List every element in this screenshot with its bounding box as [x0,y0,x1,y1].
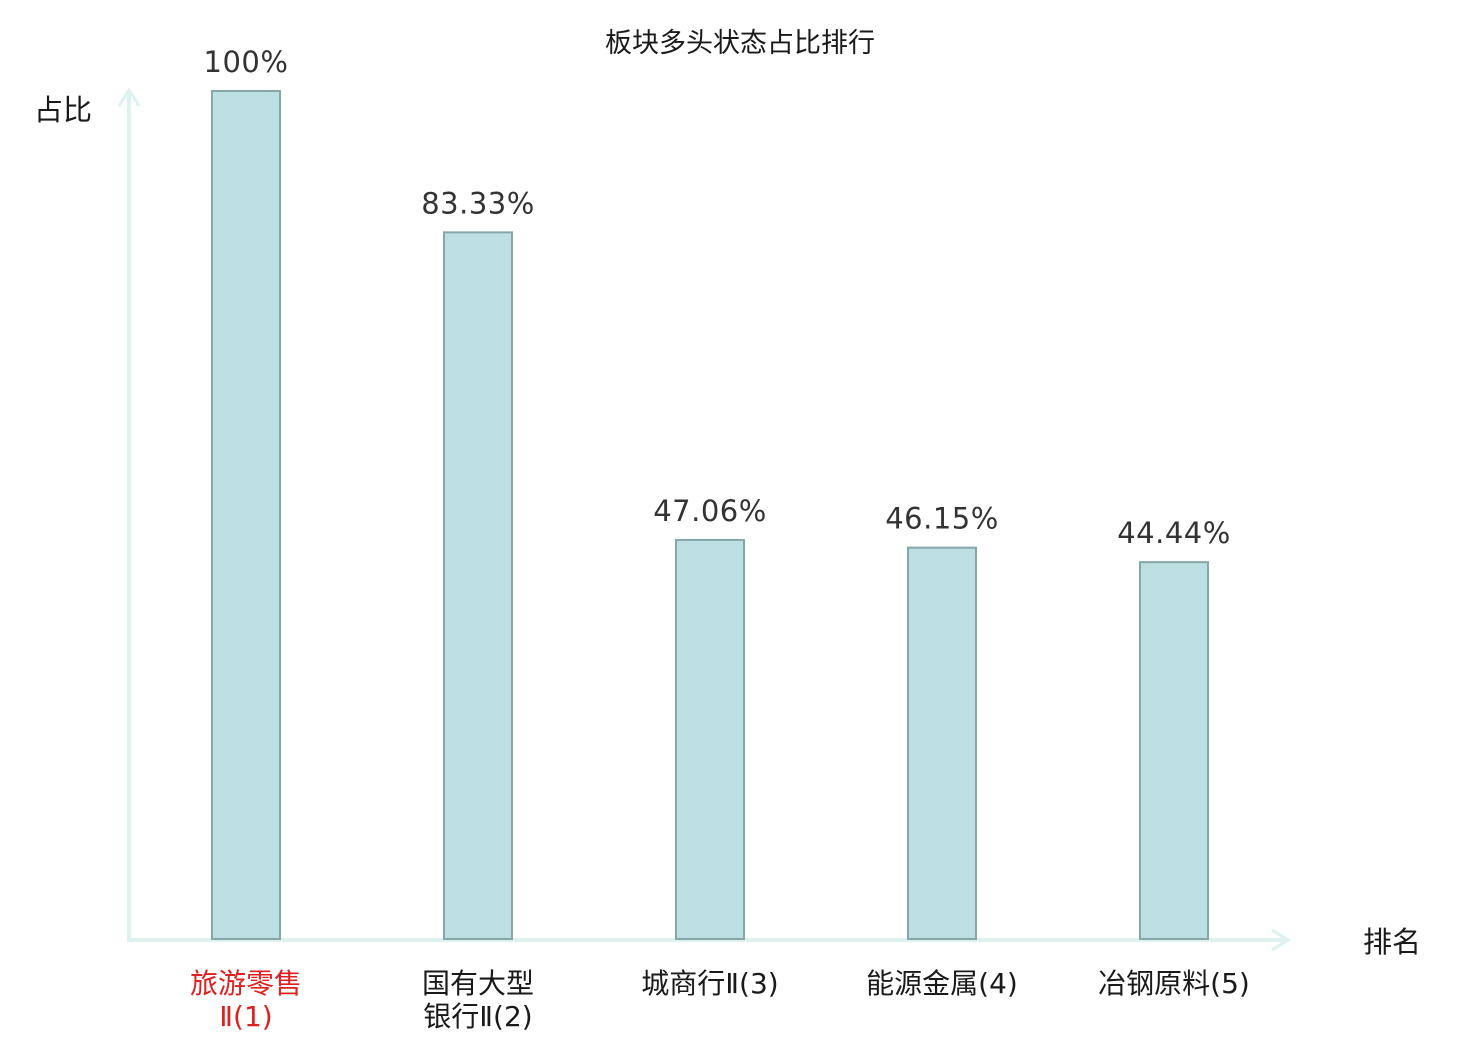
x-axis-arrow [1271,928,1291,952]
bar [1139,561,1209,940]
category-label-line: 冶钢原料(5) [1098,967,1250,1000]
bar [907,546,977,940]
bar [211,90,281,940]
value-labels-group: 100% 83.33% 47.06% 46.15% 44.44% [204,45,1231,550]
category-label-line: 银行Ⅱ(2) [423,1000,532,1033]
bars-group [211,90,1209,941]
x-axis [127,928,1291,952]
bar [443,231,513,941]
category-label: 城商行Ⅱ(3) [641,967,778,1000]
bar-value-label: 44.44% [1117,516,1231,550]
y-axis [117,87,141,940]
category-labels-group: 旅游零售 Ⅱ(1) 国有大型银行Ⅱ(2) 城商行Ⅱ(3) 能源金属(4) 冶钢原料(5) [190,967,1250,1033]
bar-value-label: 46.15% [885,502,999,536]
category-label: 能源金属(4) [866,967,1018,1000]
category-label-line: 能源金属(4) [866,967,1018,1000]
category-label: 国有大型银行Ⅱ(2) [422,967,534,1033]
chart-title: 板块多头状态占比排行 [605,28,875,59]
bar-value-label: 47.06% [653,494,767,528]
y-axis-arrow [117,87,141,107]
category-label-line: Ⅱ(1) [219,1000,272,1033]
bar-value-label: 100% [204,45,289,79]
y-axis-label: 占比 [34,93,92,127]
category-label: 冶钢原料(5) [1098,967,1250,1000]
category-label-line: 国有大型 [422,967,534,1000]
category-label: 旅游零售 Ⅱ(1) [190,967,302,1033]
category-label-line: 城商行Ⅱ(3) [641,967,778,1000]
x-axis-label: 排名 [1363,925,1421,959]
bar-value-label: 83.33% [421,186,535,220]
category-label-line: 旅游零售 [190,967,302,1000]
bar [675,538,745,940]
